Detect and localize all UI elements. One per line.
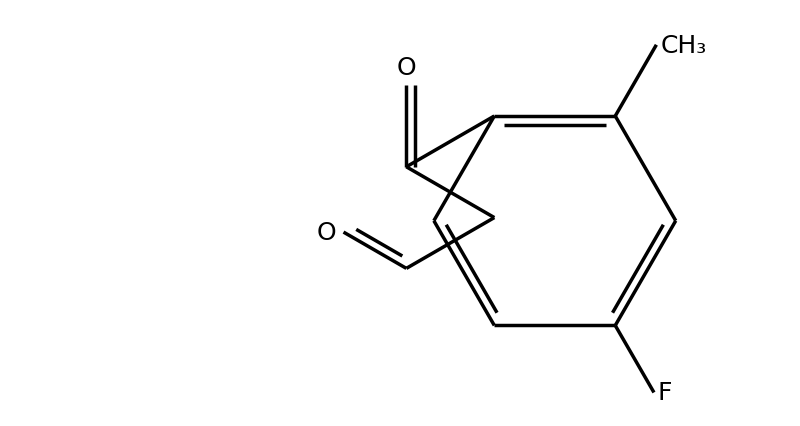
Text: F: F <box>658 380 672 405</box>
Text: O: O <box>316 221 336 245</box>
Text: O: O <box>397 56 416 80</box>
Text: CH₃: CH₃ <box>660 34 706 58</box>
